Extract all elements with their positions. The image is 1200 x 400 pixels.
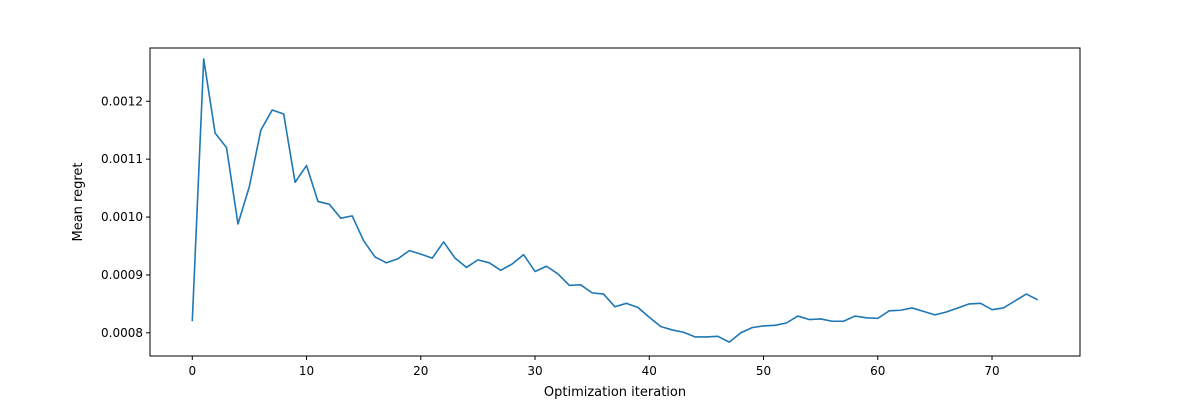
y-axis: 0.0008 0.0009 0.0010 0.0011 0.0012 [101,94,150,340]
x-tick-label: 20 [413,364,428,378]
y-axis-label: Mean regret [71,162,86,241]
x-tick-label: 70 [984,364,999,378]
x-tick-label: 40 [642,364,657,378]
x-axis-label: Optimization iteration [544,385,686,400]
x-tick-label: 60 [870,364,885,378]
x-tick-label: 10 [299,364,314,378]
series-line [191,58,1039,343]
y-tick-label: 0.0011 [101,152,143,166]
plot-area [149,47,1081,357]
y-tick-label: 0.0012 [101,94,143,108]
x-axis: 0 10 20 30 40 50 60 70 [188,356,1000,378]
y-tick-label: 0.0008 [101,326,143,340]
x-tick-label: 50 [756,364,771,378]
y-tick-label: 0.0010 [101,210,143,224]
x-tick-label: 30 [527,364,542,378]
y-tick-label: 0.0009 [101,268,143,282]
x-tick-label: 0 [188,364,196,378]
